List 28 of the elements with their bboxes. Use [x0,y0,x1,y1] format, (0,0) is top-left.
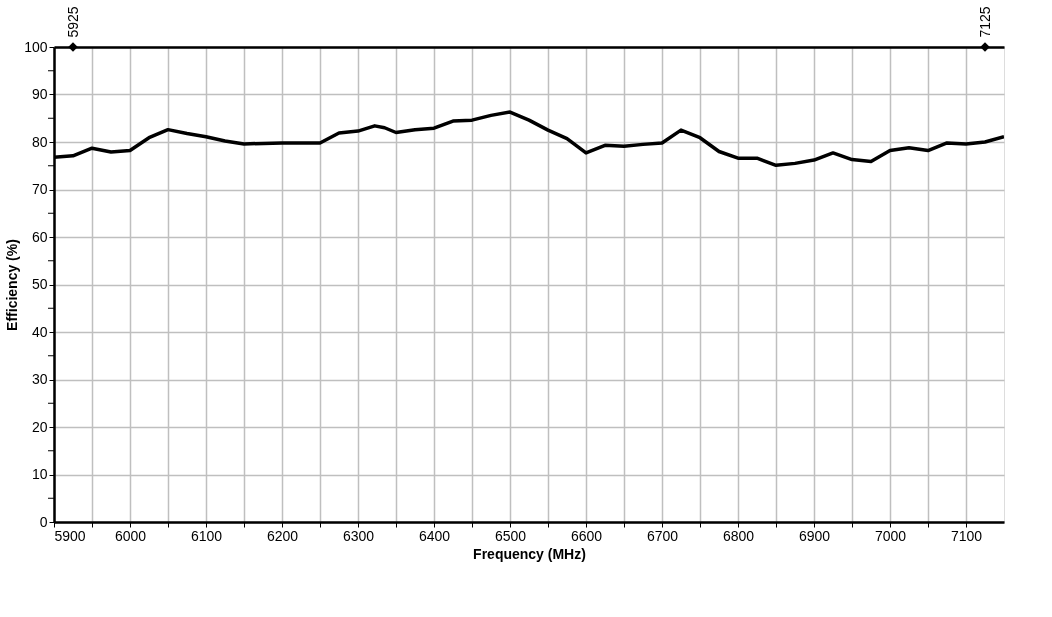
x-tick-label: 5900 [54,527,86,544]
x-tick-label: 6200 [266,527,299,544]
y-tick-label: 10 [31,466,48,482]
y-tick-label: 40 [31,323,48,340]
x-tick-label: 7100 [950,527,983,544]
x-tick-label: 6000 [114,527,147,544]
y-tick-label: 50 [31,276,48,292]
y-tick-label: 80 [31,133,48,150]
x-tick-label: 6900 [798,527,831,544]
x2-tick-label: 7125 [976,6,993,38]
y-tick-label: 70 [31,181,48,197]
y-axis-title: Efficiency (%) [4,239,21,331]
y-tick-label: 30 [31,371,48,387]
y-tick-label: 90 [31,86,48,102]
y-tick-label: 20 [31,418,48,435]
x-axis-title: Frequency (MHz) [473,545,586,562]
x-tick-label: 6800 [722,527,755,544]
y-tick-label: 60 [31,228,48,245]
y-tick-label: 100 [24,38,48,55]
x-tick-label: 6400 [418,527,451,544]
x-tick-label: 6700 [646,527,679,544]
y-tick-label: 0 [39,513,48,530]
x-tick-label: 6500 [494,527,527,544]
x-tick-label: 7000 [874,527,907,544]
x-tick-label: 6100 [190,527,223,544]
x-tick-label: 6300 [342,527,375,544]
x-tick-label: 6600 [570,527,603,544]
x2-tick-label: 5925 [64,6,81,38]
